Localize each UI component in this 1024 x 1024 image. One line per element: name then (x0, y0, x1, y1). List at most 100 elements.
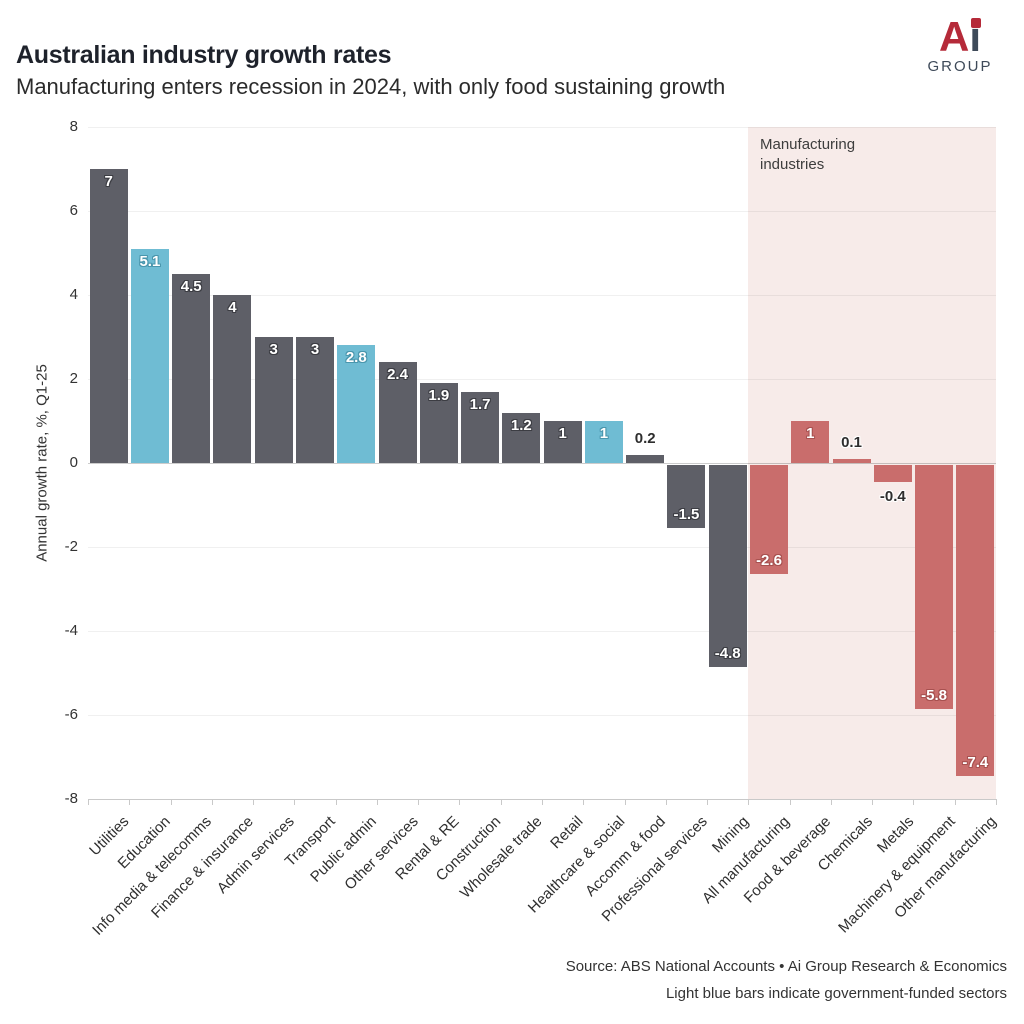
y-axis-tick-label: -4 (64, 622, 78, 639)
x-axis-tick (830, 799, 832, 805)
x-axis-tick (913, 799, 915, 805)
y-axis-tick-label: 2 (69, 370, 78, 387)
x-axis-tick (583, 799, 585, 805)
bar-value-label: 0.1 (841, 433, 862, 451)
x-axis-tick (459, 799, 461, 805)
bar-all-manufacturing (750, 465, 788, 575)
x-axis-tick (789, 799, 791, 805)
note-line: Light blue bars indicate government-fund… (665, 985, 1007, 1002)
bar-value-label: 0.2 (634, 429, 656, 447)
bar-value-label: 1 (558, 425, 567, 442)
bar-machinery-equipment (915, 465, 954, 709)
y-axis-tick-label: 4 (69, 286, 78, 303)
x-axis-tick (129, 799, 131, 805)
bar-education (130, 248, 169, 463)
x-axis-tick (211, 799, 213, 805)
zero-gridline (88, 463, 996, 464)
bar-value-label: 2.4 (387, 366, 408, 384)
bar-healthcare-social (584, 421, 623, 463)
bar-value-label: 3 (269, 341, 278, 358)
ai-group-logo: Aı GROUP (918, 16, 1002, 76)
bar-value-label: -2.6 (756, 552, 782, 570)
bar-food-beverage (791, 421, 830, 463)
x-axis-tick (376, 799, 378, 805)
bar-value-label: -0.4 (879, 487, 906, 505)
bar-transport (296, 337, 334, 463)
bar-value-label: -1.5 (673, 506, 700, 523)
x-axis-tick (542, 799, 543, 805)
bar-chart: Annual growth rate, %, Q1-25 8 6 4 2 0 -2 -4 -6… (34, 118, 1000, 939)
bar-finance-insurance (213, 295, 252, 463)
x-axis-tick (170, 799, 172, 805)
bar-other-manufacturing (956, 465, 995, 776)
y-axis-tick-label: 0 (69, 454, 78, 471)
x-axis-tick (294, 799, 296, 805)
bar-value-label: 3 (310, 341, 320, 358)
bar-value-label: -4.8 (714, 644, 741, 662)
bar-value-label: 1.7 (469, 395, 491, 413)
y-axis-tick-label: 8 (69, 118, 78, 135)
logo-group-text: GROUP (927, 58, 993, 75)
x-category-label: Retail (547, 813, 587, 853)
x-axis-tick (954, 799, 956, 805)
x-axis-tick (500, 799, 502, 805)
logo-letter-i-stem: ı (969, 13, 981, 60)
source-line: Source: ABS National Accounts • Ai Group… (565, 958, 1007, 975)
bar-utilities (89, 169, 128, 463)
manufacturing-band (748, 127, 996, 799)
bar-value-label: 2.8 (345, 349, 367, 367)
bar-value-label: 1.9 (428, 387, 450, 405)
gridline (88, 211, 996, 212)
bar-value-label: 1 (599, 425, 609, 442)
x-axis-tick (253, 799, 255, 805)
bar-metals (873, 465, 912, 482)
bar-public-admin (337, 345, 376, 463)
x-axis-tick (665, 799, 667, 805)
manufacturing-band-annotation: Manufacturing industries (760, 136, 856, 174)
x-axis-tick (707, 799, 709, 805)
bar-value-label: 1.2 (510, 416, 532, 434)
x-axis-tick (624, 799, 626, 805)
y-axis-tick-label: -8 (64, 790, 78, 807)
gridline (88, 547, 996, 548)
x-axis-tick (748, 799, 750, 805)
y-axis-tick-label: -6 (64, 706, 78, 723)
bar-construction (461, 391, 500, 463)
gridline (88, 127, 996, 128)
bar-value-label: -5.8 (921, 686, 947, 704)
bar-wholesale-trade (502, 412, 541, 463)
logo-i-dot (971, 18, 981, 28)
x-axis-tick (996, 799, 997, 805)
y-axis-tick-label: -2 (64, 538, 78, 555)
gridline (88, 631, 996, 632)
gridline (88, 379, 996, 380)
bar-value-label: 4.5 (180, 278, 202, 295)
x-axis-tick (335, 799, 337, 805)
bar-value-label: 4 (228, 299, 237, 316)
logo-mark: Aı (939, 16, 981, 58)
bar-value-label: 5.1 (139, 252, 161, 270)
bar-accomm-food (626, 454, 665, 463)
bar-mining (708, 465, 747, 667)
bar-professional-services (667, 465, 706, 528)
gridline (88, 295, 996, 296)
x-axis-tick (418, 799, 420, 805)
logo-letter-a: A (938, 13, 970, 60)
bar-admin-services (254, 337, 293, 463)
bar-value-label: -7.4 (962, 753, 989, 771)
bar-rental-re (419, 383, 458, 463)
bar-chemicals (832, 458, 871, 463)
page-title: Australian industry growth rates (16, 40, 392, 69)
page-subtitle: Manufacturing enters recession in 2024, … (16, 74, 726, 99)
source-note: Source: ABS National Accounts • Ai Group… (566, 953, 1007, 1007)
x-axis-tick (88, 799, 89, 805)
bar-info-media-telecomms (172, 274, 211, 463)
bar-other-services (378, 362, 417, 463)
bar-retail (543, 421, 582, 463)
bar-value-label: 1 (806, 425, 815, 442)
gridline (88, 715, 996, 716)
y-axis-tick-label: 6 (69, 202, 78, 219)
x-axis-tick (872, 799, 874, 805)
bar-value-label: 7 (104, 173, 113, 190)
